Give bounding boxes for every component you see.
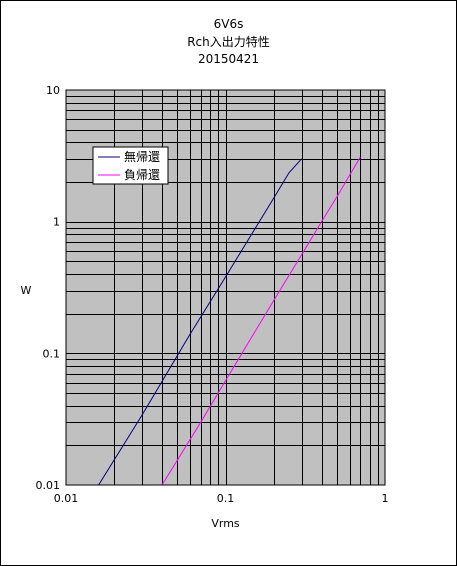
legend-label-1: 無帰還 [124,149,160,164]
plot-border [65,89,386,486]
x-tick-label: 1 [382,492,389,505]
chart-title-line-2: Rch入出力特性 [187,35,270,49]
chart-title-line-3: 20150421 [197,52,260,66]
y-axis-label: W [21,284,32,297]
y-tick-label: 0.1 [43,347,61,360]
tick-labels: 0.01 0.1 1 0.01 0.1 1 10 [36,84,389,505]
series-line-2 [161,156,361,486]
x-tick-label: 0.1 [217,492,235,505]
series-layer [98,156,361,486]
legend-box [92,146,169,185]
x-axis-label: Vrms [211,517,240,530]
x-tick-label: 0.01 [54,492,79,505]
legend-label-2: 負帰還 [124,168,160,182]
chart-title-line-1: 6V6s [213,17,244,31]
y-tick-label: 1 [53,216,60,229]
y-tick-label: 0.01 [36,479,61,492]
series-line-1 [98,158,302,486]
y-tick-label: 10 [46,84,60,97]
